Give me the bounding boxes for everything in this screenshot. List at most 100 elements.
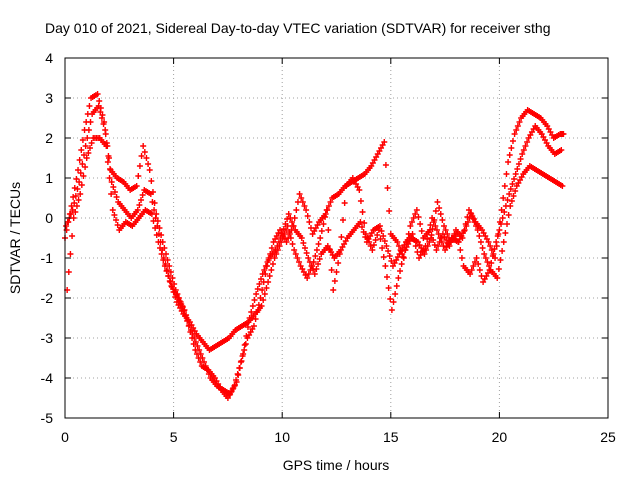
- data-point: [86, 103, 93, 109]
- data-point: [304, 275, 311, 281]
- data-point: [289, 241, 296, 247]
- data-point: [520, 147, 527, 153]
- data-point: [469, 215, 476, 221]
- data-point: [507, 186, 514, 192]
- data-point: [439, 217, 446, 223]
- data-point: [299, 199, 306, 205]
- data-point: [290, 223, 297, 229]
- data-point: [477, 239, 484, 245]
- data-point: [104, 159, 111, 165]
- data-point: [136, 163, 143, 169]
- data-point: [285, 211, 292, 217]
- data-point: [262, 263, 269, 269]
- data-point: [473, 255, 480, 261]
- data-point: [266, 273, 273, 279]
- data-point: [183, 312, 190, 318]
- y-tick-label: -5: [41, 410, 54, 426]
- data-point: [71, 200, 78, 206]
- data-point: [485, 239, 492, 245]
- data-point: [292, 251, 299, 257]
- data-point: [110, 184, 117, 190]
- data-point: [505, 212, 512, 218]
- data-point: [444, 231, 451, 237]
- data-point: [77, 170, 84, 176]
- data-point: [502, 230, 509, 236]
- data-point: [305, 271, 312, 277]
- data-point: [113, 194, 120, 200]
- data-point: [260, 297, 267, 303]
- data-point: [504, 221, 511, 227]
- data-point: [503, 171, 510, 177]
- data-point: [476, 267, 483, 273]
- data-point: [381, 238, 388, 244]
- data-point: [253, 291, 260, 297]
- data-point: [258, 276, 265, 282]
- data-point: [248, 309, 255, 315]
- data-point: [432, 208, 439, 214]
- data-point: [464, 219, 471, 225]
- data-point: [479, 245, 486, 251]
- data-point: [471, 219, 478, 225]
- data-point: [491, 246, 498, 252]
- data-point: [519, 151, 526, 157]
- data-point: [241, 342, 248, 348]
- data-point: [442, 227, 449, 233]
- data-point: [103, 143, 110, 149]
- data-point: [240, 351, 247, 357]
- data-point: [522, 143, 529, 149]
- data-point: [146, 167, 153, 173]
- data-point: [506, 152, 513, 158]
- y-axis-label: SDTVAR / TECUs: [7, 182, 23, 294]
- data-point: [330, 287, 337, 293]
- data-point: [106, 175, 113, 181]
- data-point: [167, 269, 174, 275]
- data-point: [411, 237, 418, 243]
- data-point: [310, 267, 317, 273]
- data-point: [298, 195, 305, 201]
- data-point: [489, 253, 496, 259]
- data-point: [303, 250, 310, 256]
- data-point: [70, 215, 77, 221]
- data-point: [398, 261, 405, 267]
- data-point: [151, 207, 158, 213]
- data-point: [512, 188, 519, 194]
- data-point: [78, 182, 85, 188]
- data-point: [293, 207, 300, 213]
- data-point: [250, 323, 257, 329]
- data-point: [482, 255, 489, 261]
- data-point: [283, 239, 290, 245]
- data-point: [306, 219, 313, 225]
- data-point: [75, 197, 82, 203]
- data-point: [385, 248, 392, 254]
- data-point: [367, 243, 374, 249]
- data-point: [422, 243, 429, 249]
- data-point: [383, 243, 390, 249]
- data-point: [100, 121, 107, 127]
- data-point: [80, 173, 87, 179]
- data-point: [400, 254, 407, 260]
- data-point: [133, 183, 140, 189]
- data-point: [381, 139, 388, 145]
- data-point: [387, 296, 394, 302]
- data-point: [256, 281, 263, 287]
- data-point: [524, 139, 531, 145]
- data-point: [265, 279, 272, 285]
- data-point: [145, 161, 152, 167]
- data-point: [357, 198, 364, 204]
- data-point: [315, 261, 322, 267]
- data-point: [201, 359, 208, 365]
- data-point: [471, 259, 478, 265]
- data-point: [157, 245, 164, 251]
- data-point: [395, 243, 402, 249]
- data-point: [294, 255, 301, 261]
- data-point: [484, 259, 491, 265]
- data-point: [138, 197, 145, 203]
- data-point: [501, 209, 508, 215]
- data-point: [205, 371, 212, 377]
- data-point: [438, 239, 445, 245]
- data-point: [437, 235, 444, 241]
- data-point: [433, 247, 440, 253]
- data-point: [202, 363, 209, 369]
- data-point: [277, 235, 284, 241]
